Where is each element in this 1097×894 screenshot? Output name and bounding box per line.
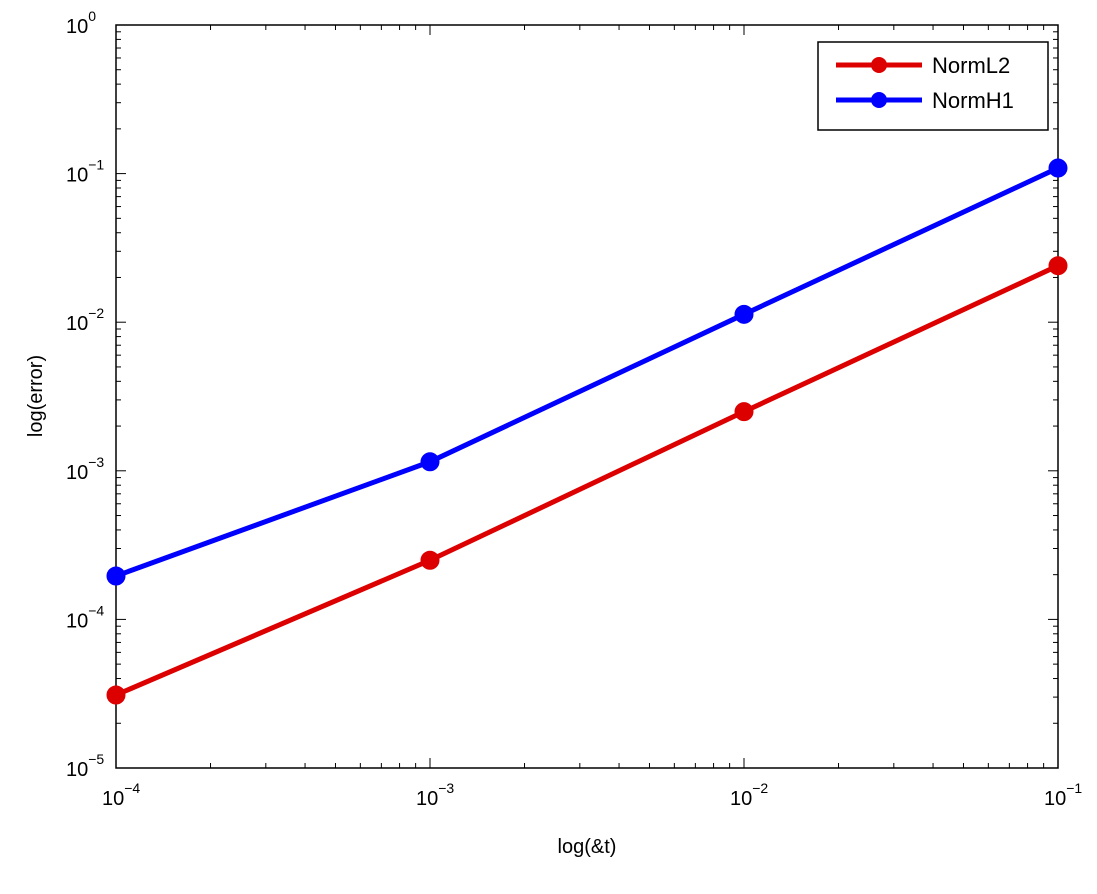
y-tick-label: 10−2 — [66, 305, 104, 335]
legend-box — [817, 41, 1049, 131]
legend-label: NormL2 — [932, 53, 1010, 78]
y-tick-exponent: −2 — [88, 305, 104, 321]
x-tick-label: 10−1 — [1044, 780, 1082, 810]
series-line-NormL2 — [115, 263, 1060, 698]
series — [106, 158, 1068, 705]
x-tick-exponent: −4 — [124, 780, 140, 796]
y-tick-exponent: −4 — [88, 602, 104, 618]
series-line-NormH1 — [115, 165, 1060, 579]
y-tick-label: 100 — [66, 8, 96, 38]
y-tick-label: 10−1 — [66, 157, 104, 187]
x-tick-label: 10−3 — [416, 780, 454, 810]
legend-marker-NormL2 — [871, 57, 887, 73]
x-axis-label: log(&t) — [558, 836, 617, 858]
plot-area — [115, 24, 1059, 769]
y-tick-exponent: 0 — [88, 8, 96, 24]
data-point-NormL2 — [420, 550, 440, 570]
x-tick-label: 10−2 — [730, 780, 768, 810]
x-tick-label: 10−4 — [102, 780, 140, 810]
data-point-NormH1 — [1048, 158, 1068, 178]
x-tick-exponent: −2 — [752, 780, 768, 796]
y-tick-label: 10−3 — [66, 454, 104, 484]
x-tick-exponent: −3 — [438, 780, 454, 796]
y-tick-exponent: −3 — [88, 454, 104, 470]
legend-marker-NormH1 — [871, 92, 887, 108]
y-axis-label: log(error) — [25, 355, 47, 437]
legend-label: NormH1 — [932, 88, 1014, 113]
data-point-NormL2 — [734, 402, 754, 422]
y-tick-exponent: −1 — [88, 157, 104, 173]
data-point-NormL2 — [106, 685, 126, 705]
y-tick-label: 10−5 — [66, 751, 104, 781]
data-point-NormH1 — [106, 566, 126, 586]
x-tick-exponent: −1 — [1066, 780, 1082, 796]
data-point-NormH1 — [420, 452, 440, 472]
data-point-NormL2 — [1048, 256, 1068, 276]
y-tick-label: 10−4 — [66, 602, 104, 632]
legend: NormL2 NormH1 — [817, 41, 1049, 131]
y-tick-exponent: −5 — [88, 751, 104, 767]
data-point-NormH1 — [734, 304, 754, 324]
